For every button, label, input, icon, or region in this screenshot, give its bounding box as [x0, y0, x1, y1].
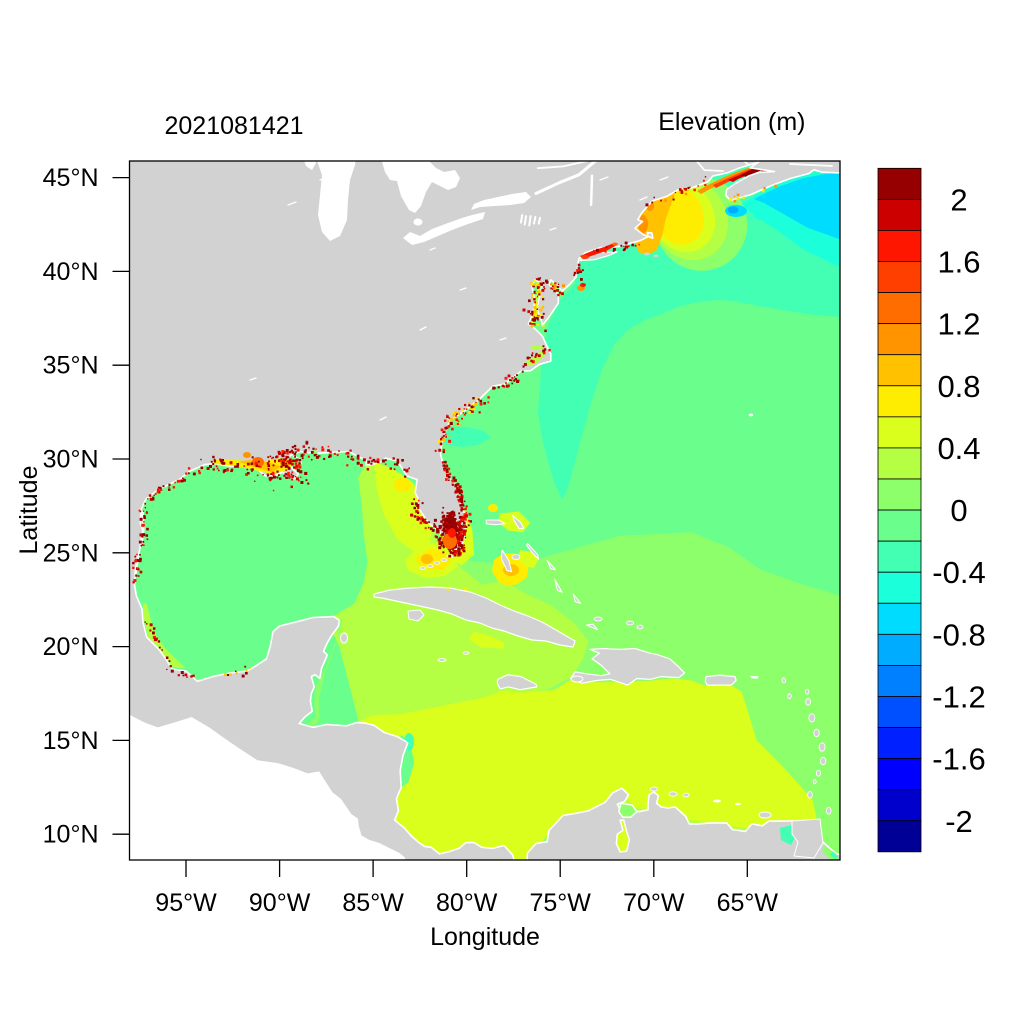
svg-text:Elevation (m): Elevation (m): [658, 108, 805, 136]
svg-text:2: 2: [950, 182, 967, 217]
svg-text:25°N: 25°N: [43, 539, 99, 567]
svg-text:Longitude: Longitude: [430, 923, 540, 951]
svg-text:-1.2: -1.2: [932, 680, 985, 715]
svg-text:30°N: 30°N: [43, 446, 99, 474]
svg-text:0.4: 0.4: [937, 431, 980, 466]
svg-text:1.6: 1.6: [937, 245, 980, 280]
svg-text:40°N: 40°N: [43, 258, 99, 286]
svg-text:95°W: 95°W: [155, 889, 217, 917]
svg-text:-0.4: -0.4: [932, 555, 985, 590]
svg-text:70°W: 70°W: [623, 889, 685, 917]
svg-text:80°W: 80°W: [436, 889, 498, 917]
svg-text:2021081421: 2021081421: [165, 112, 304, 140]
svg-text:0.8: 0.8: [937, 369, 980, 404]
svg-text:10°N: 10°N: [43, 821, 99, 849]
svg-text:90°W: 90°W: [249, 889, 311, 917]
svg-text:65°W: 65°W: [717, 889, 779, 917]
svg-text:35°N: 35°N: [43, 352, 99, 380]
svg-text:20°N: 20°N: [43, 633, 99, 661]
svg-text:15°N: 15°N: [43, 727, 99, 755]
svg-text:-2: -2: [945, 804, 973, 839]
svg-text:75°W: 75°W: [529, 889, 591, 917]
svg-text:-1.6: -1.6: [932, 742, 985, 777]
svg-text:1.2: 1.2: [937, 307, 980, 342]
svg-text:85°W: 85°W: [342, 889, 404, 917]
svg-text:-0.8: -0.8: [932, 617, 985, 652]
svg-text:0: 0: [950, 493, 967, 528]
svg-text:45°N: 45°N: [43, 164, 99, 192]
svg-text:Latitude: Latitude: [15, 466, 43, 555]
